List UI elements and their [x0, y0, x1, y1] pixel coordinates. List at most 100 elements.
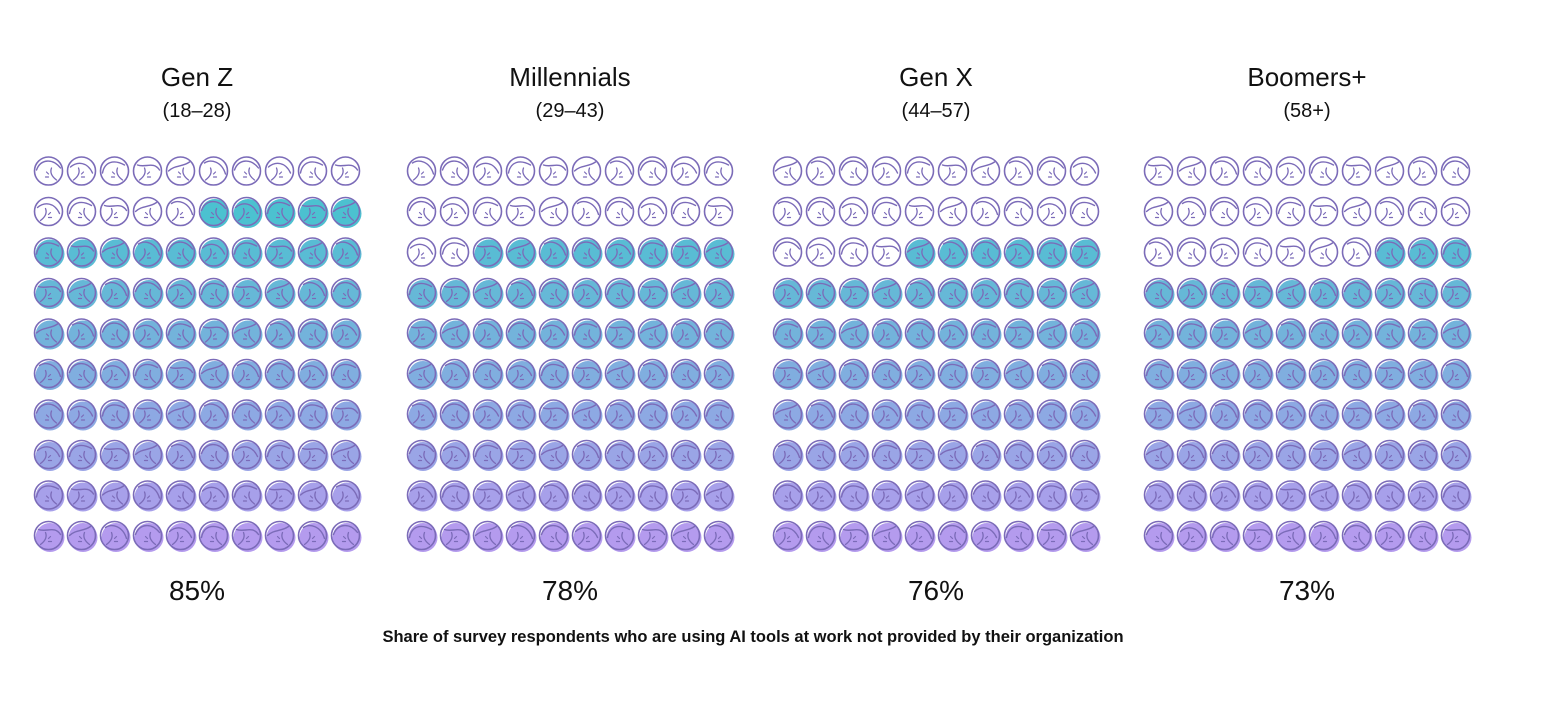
person-icon-empty — [637, 156, 668, 186]
person-icon-empty — [1308, 156, 1339, 186]
person-icon-filled — [1308, 439, 1340, 471]
person-icon-filled — [198, 399, 230, 431]
person-icon-filled — [132, 399, 164, 431]
person-icon-filled — [571, 318, 603, 350]
person-icon-filled — [33, 318, 65, 350]
person-icon-filled — [604, 358, 636, 390]
person-icon-filled — [904, 520, 936, 552]
person-icon-filled — [703, 520, 735, 552]
person-icon-filled — [132, 358, 164, 390]
person-icon-empty — [1036, 156, 1067, 186]
person-icon-empty — [99, 196, 130, 227]
person-icon-filled — [637, 439, 669, 471]
person-icon-empty — [165, 196, 196, 227]
person-icon-empty — [1440, 156, 1471, 186]
person-icon-filled — [1003, 318, 1035, 350]
person-icon-filled — [970, 439, 1002, 471]
person-icon-filled — [670, 439, 702, 471]
person-icon-filled — [1143, 318, 1175, 350]
person-icon-filled — [970, 399, 1002, 431]
person-icon-filled — [198, 277, 230, 309]
person-icon-filled — [406, 520, 438, 552]
person-icon-filled — [1440, 399, 1472, 431]
person-icon-filled — [637, 318, 669, 350]
person-icon-filled — [231, 196, 263, 228]
person-icon-empty — [231, 156, 262, 186]
person-icon-filled — [703, 318, 735, 350]
person-icon-filled — [1069, 277, 1101, 309]
person-icon-filled — [904, 439, 936, 471]
person-icon-filled — [1036, 358, 1068, 390]
person-icon-filled — [165, 520, 197, 552]
person-icon-filled — [505, 399, 537, 431]
group-age-range: (29–43) — [535, 100, 605, 122]
person-icon-filled — [1242, 439, 1274, 471]
person-icon-filled — [1003, 399, 1035, 431]
person-icon-filled — [571, 399, 603, 431]
person-icon-filled — [1209, 399, 1241, 431]
person-icon-filled — [670, 520, 702, 552]
person-icon-empty — [198, 156, 229, 186]
person-icon-empty — [937, 196, 968, 227]
person-icon-filled — [472, 439, 504, 471]
person-icon-filled — [772, 480, 804, 512]
person-icon-filled — [772, 520, 804, 552]
person-icon-filled — [1440, 358, 1472, 390]
person-icon-empty — [264, 156, 295, 186]
person-icon-filled — [1209, 520, 1241, 552]
person-icon-empty — [297, 156, 328, 186]
person-icon-filled — [264, 318, 296, 350]
person-icon-filled — [264, 358, 296, 390]
person-icon-empty — [1176, 156, 1207, 186]
person-icon-filled — [198, 520, 230, 552]
person-icon-filled — [165, 439, 197, 471]
person-icon-filled — [937, 358, 969, 390]
person-icon-empty — [1308, 196, 1339, 227]
person-icon-filled — [1308, 277, 1340, 309]
person-icon-filled — [1407, 480, 1439, 512]
person-icon-filled — [330, 196, 362, 228]
person-icon-empty — [772, 237, 803, 267]
person-icon-filled — [904, 318, 936, 350]
person-icon-filled — [33, 520, 65, 552]
person-icon-filled — [472, 358, 504, 390]
group-title: Gen X — [899, 62, 973, 92]
person-icon-empty — [1209, 237, 1240, 267]
person-icon-filled — [297, 318, 329, 350]
person-icon-filled — [505, 358, 537, 390]
person-icon-filled — [805, 318, 837, 350]
person-icon-filled — [406, 399, 438, 431]
person-icon-filled — [1036, 277, 1068, 309]
person-icon-filled — [1407, 237, 1439, 269]
person-icon-empty — [1440, 196, 1471, 227]
person-icon-filled — [1036, 318, 1068, 350]
pictograph-grid — [33, 156, 362, 552]
person-icon-filled — [937, 520, 969, 552]
person-icon-filled — [1036, 237, 1068, 269]
person-icon-filled — [132, 277, 164, 309]
person-icon-filled — [1407, 439, 1439, 471]
person-icon-empty — [1374, 196, 1405, 227]
person-icon-empty — [1209, 156, 1240, 186]
person-icon-filled — [538, 277, 570, 309]
person-icon-filled — [33, 277, 65, 309]
person-icon-filled — [1275, 358, 1307, 390]
person-icon-empty — [1143, 156, 1174, 186]
person-icon-empty — [838, 237, 869, 267]
person-icon-filled — [1308, 480, 1340, 512]
person-icon-filled — [198, 237, 230, 269]
person-icon-empty — [1069, 196, 1100, 227]
person-icon-filled — [439, 520, 471, 552]
group-age-range: (18–28) — [162, 100, 232, 122]
person-icon-filled — [904, 480, 936, 512]
person-icon-filled — [1209, 358, 1241, 390]
person-icon-empty — [406, 156, 437, 186]
person-icon-filled — [1069, 237, 1101, 269]
panel-gen-z: Gen Z (18–28) 85% — [32, 60, 362, 620]
person-icon-filled — [1176, 318, 1208, 350]
person-icon-filled — [472, 399, 504, 431]
person-icon-filled — [33, 358, 65, 390]
person-icon-filled — [33, 237, 65, 269]
group-percentage: 78% — [541, 575, 599, 606]
person-icon-filled — [1069, 318, 1101, 350]
